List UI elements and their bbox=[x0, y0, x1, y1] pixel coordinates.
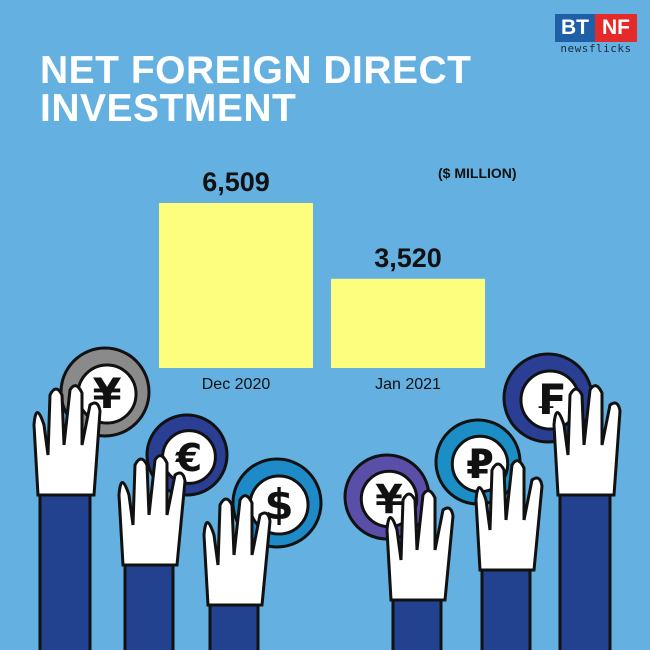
raised-hand-icon bbox=[117, 454, 187, 650]
category-label: Jan 2021 bbox=[375, 376, 441, 393]
raised-hand-icon bbox=[474, 459, 544, 650]
raised-hand-icon bbox=[552, 384, 622, 650]
value-label: 3,520 bbox=[374, 243, 442, 273]
raised-hand-icon bbox=[32, 384, 102, 650]
bar-1 bbox=[331, 278, 485, 368]
euro-coin-icon: € bbox=[145, 413, 229, 497]
category-label: Dec 2020 bbox=[202, 376, 271, 393]
brand-logo: BT NF newsflicks bbox=[555, 14, 637, 55]
svg-text:₽: ₽ bbox=[466, 442, 494, 488]
title-line-1: NET FOREIGN DIRECT bbox=[40, 49, 472, 92]
logo-sub: newsflicks bbox=[560, 42, 632, 55]
unit-label: ($ MILLION) bbox=[438, 165, 517, 181]
svg-text:¥: ¥ bbox=[375, 477, 403, 523]
title-line-2: INVESTMENT bbox=[40, 87, 297, 130]
logo-bt: BT bbox=[555, 14, 595, 42]
bar-0 bbox=[159, 203, 313, 368]
page-title: NET FOREIGN DIRECT INVESTMENT bbox=[40, 49, 472, 130]
raised-hand-icon bbox=[202, 494, 272, 650]
logo-nf: NF bbox=[595, 14, 637, 42]
raised-hand-icon bbox=[385, 489, 455, 650]
value-label: 6,509 bbox=[202, 167, 270, 197]
